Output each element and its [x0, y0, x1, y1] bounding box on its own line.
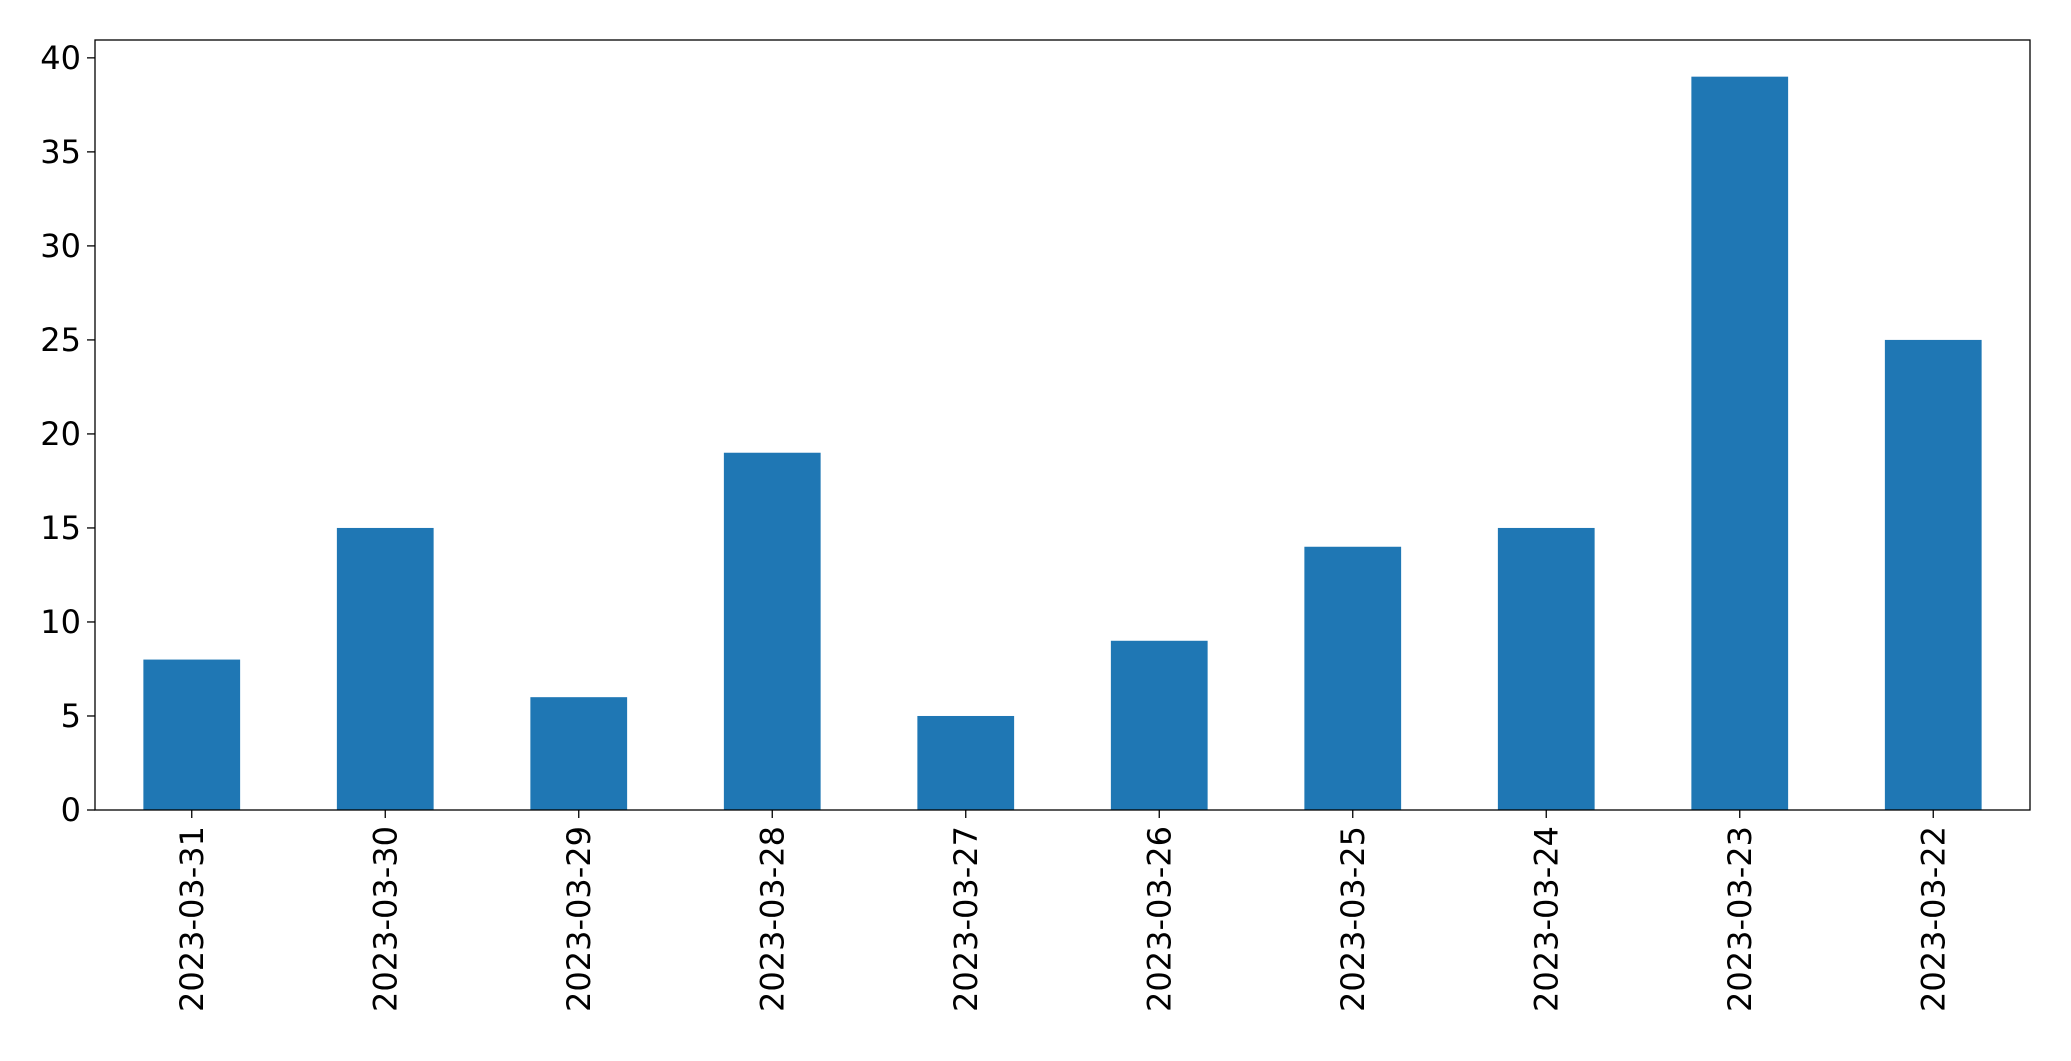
bar — [143, 659, 241, 810]
x-tick-label: 2023-03-22 — [1914, 826, 1952, 1012]
y-tick-label: 20 — [40, 415, 81, 453]
y-tick-label: 10 — [40, 603, 81, 641]
y-tick-label: 40 — [40, 39, 81, 77]
x-tick-label: 2023-03-29 — [560, 826, 598, 1012]
y-tick-label: 0 — [61, 791, 81, 829]
bar — [1304, 546, 1402, 810]
x-tick-label: 2023-03-26 — [1140, 826, 1178, 1012]
bar — [530, 697, 628, 810]
x-tick-label: 2023-03-28 — [753, 826, 791, 1012]
bar — [917, 715, 1015, 810]
bar — [1691, 76, 1789, 810]
bar — [1884, 339, 1982, 810]
y-tick-label: 5 — [61, 697, 81, 735]
x-tick-label: 2023-03-30 — [366, 826, 404, 1012]
y-tick-label: 35 — [40, 133, 81, 171]
bar — [1110, 640, 1208, 810]
x-tick-label: 2023-03-24 — [1527, 826, 1565, 1012]
x-tick-label: 2023-03-27 — [947, 826, 985, 1012]
bar — [336, 527, 434, 810]
x-tick-label: 2023-03-23 — [1721, 826, 1759, 1012]
x-tick-label: 2023-03-31 — [173, 826, 211, 1012]
y-tick-label: 25 — [40, 321, 81, 359]
bar — [723, 452, 821, 810]
y-tick-label: 30 — [40, 227, 81, 265]
plot-frame — [94, 39, 2031, 811]
bar — [1497, 527, 1595, 810]
y-tick-label: 15 — [40, 509, 81, 547]
x-tick-label: 2023-03-25 — [1334, 826, 1372, 1012]
